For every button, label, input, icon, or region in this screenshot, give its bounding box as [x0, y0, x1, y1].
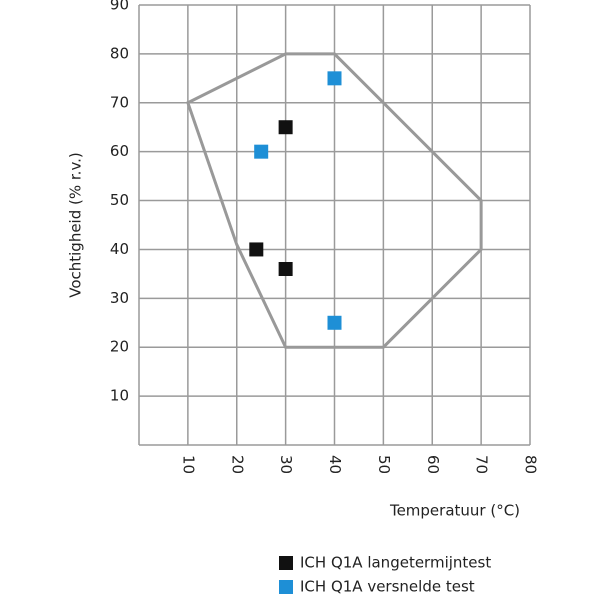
x-tick-label: 50 [375, 455, 393, 474]
y-tick-label: 60 [110, 142, 129, 160]
y-tick-label: 70 [110, 93, 129, 111]
point [278, 262, 293, 276]
y-tick-label: 50 [110, 191, 129, 209]
legend-swatch [279, 556, 293, 570]
legend-label: ICH Q1A langetermijntest [300, 554, 491, 572]
x-axis-label: Temperatuur (°C) [389, 502, 520, 520]
x-tick-label: 10 [179, 455, 197, 474]
x-tick-label: 70 [473, 455, 491, 474]
legend-swatch [279, 580, 293, 594]
point [254, 144, 269, 159]
y-tick-label: 90 [110, 0, 129, 14]
x-tick-label: 20 [228, 455, 246, 474]
point [249, 242, 264, 257]
y-tick-label: 40 [110, 240, 129, 258]
y-tick-label: 30 [110, 289, 129, 307]
point [327, 315, 342, 330]
legend-label: ICH Q1A versnelde test [300, 578, 475, 596]
x-tick-label: 30 [277, 455, 295, 474]
x-tick-label: 60 [424, 455, 442, 474]
envelope [186, 52, 483, 349]
x-tick-label: 40 [326, 455, 344, 474]
y-tick-label: 20 [110, 338, 129, 356]
point [278, 120, 293, 135]
y-tick-label: 80 [110, 44, 129, 62]
y-axis-label: Vochtigheid (% r.v.) [67, 152, 85, 298]
y-tick-label: 10 [110, 387, 129, 405]
point [327, 71, 342, 86]
x-tick-label: 80 [522, 455, 540, 474]
